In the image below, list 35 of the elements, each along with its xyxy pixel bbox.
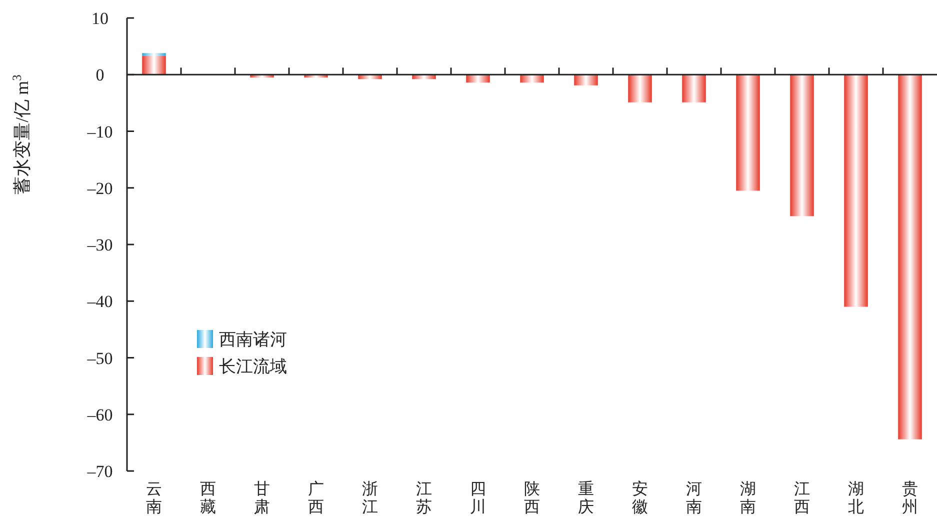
x-tick-label: 重庆 — [578, 480, 594, 516]
y-tick-label: 0 — [96, 66, 104, 85]
x-tick-label: 河南 — [686, 481, 702, 516]
x-tick-label: 四川 — [470, 481, 486, 516]
bar — [142, 56, 166, 75]
x-tick-label: 江苏 — [416, 481, 432, 516]
y-tick-label: –60 — [86, 405, 113, 424]
y-tick-label: –10 — [86, 122, 113, 142]
x-tick-label: 湖北 — [848, 480, 864, 516]
bar — [628, 74, 652, 102]
bar — [844, 74, 868, 307]
x-tick-label: 广西 — [308, 480, 324, 516]
legend-label: 长江流域 — [219, 357, 287, 376]
bar — [898, 74, 922, 440]
bar — [682, 74, 706, 102]
bar — [736, 74, 760, 191]
x-tick-label: 江西 — [794, 481, 810, 516]
x-tick-label: 甘肃 — [254, 480, 270, 516]
x-tick-label: 云南 — [146, 481, 162, 516]
x-tick-label: 湖南 — [740, 480, 756, 516]
x-tick-label: 贵州 — [902, 480, 918, 516]
y-tick-label: –30 — [86, 236, 113, 254]
legend-label: 西南诸河 — [219, 330, 287, 349]
bar — [574, 74, 598, 86]
x-tick-label: 浙江 — [362, 480, 378, 516]
y-tick-label: –70 — [86, 462, 113, 481]
x-tick-label: 陕西 — [524, 481, 540, 516]
y-tick-label: 10 — [92, 9, 108, 28]
y-tick-label: –50 — [86, 348, 113, 368]
y-tick-label: –40 — [86, 292, 113, 312]
bar — [790, 74, 814, 216]
bar — [142, 53, 166, 56]
y-tick-label: –20 — [86, 178, 113, 198]
x-tick-label: 安徽 — [632, 480, 648, 516]
x-tick-label: 西藏 — [200, 481, 216, 516]
